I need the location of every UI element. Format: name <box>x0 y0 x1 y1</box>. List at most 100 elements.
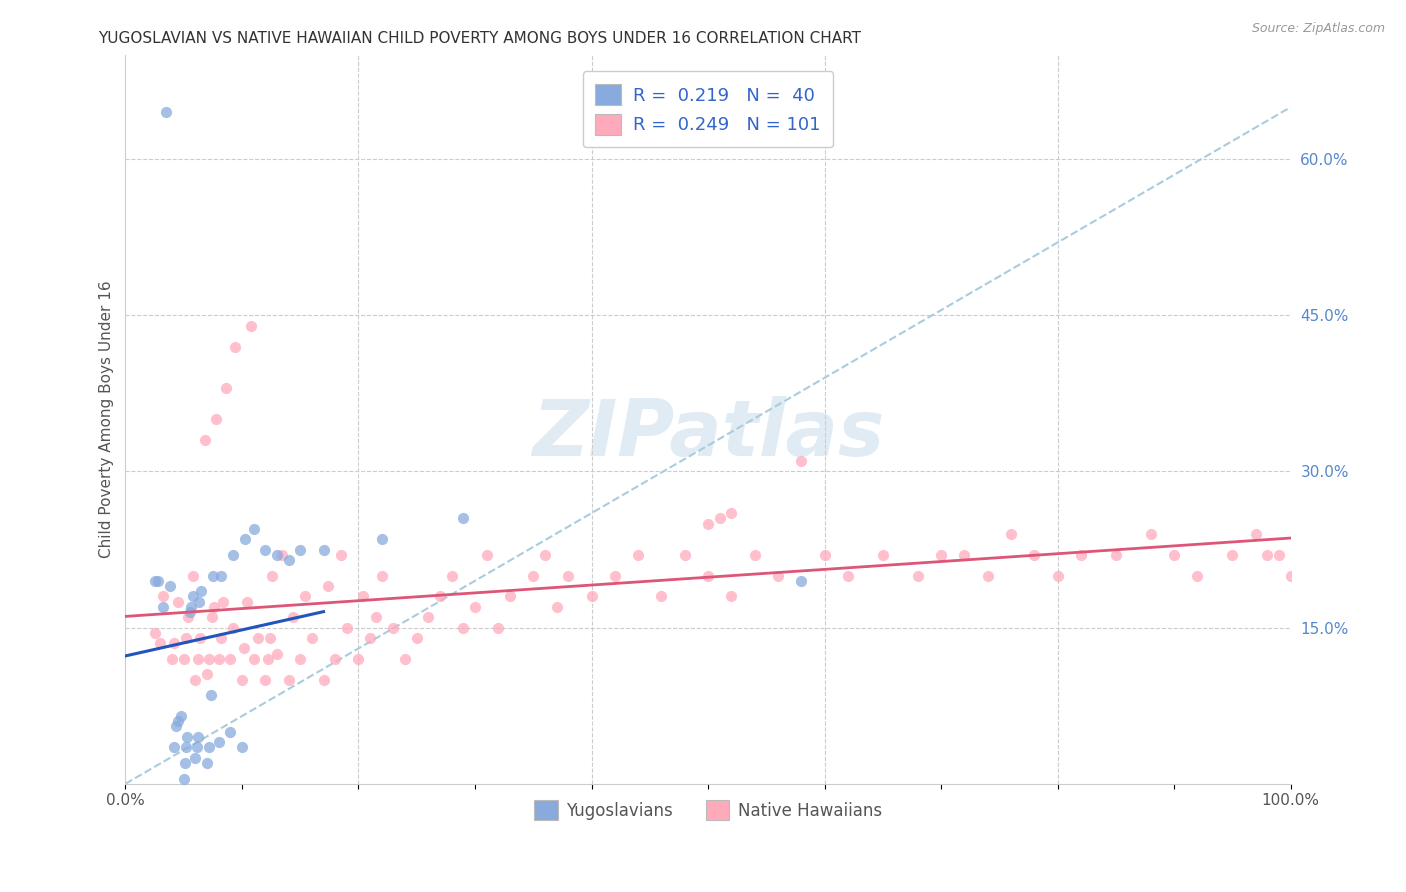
Point <box>270 548 292 562</box>
Point <box>371 532 394 546</box>
Point <box>557 568 579 582</box>
Point <box>219 652 242 666</box>
Point <box>177 610 200 624</box>
Point <box>202 599 225 614</box>
Point <box>720 590 742 604</box>
Point <box>627 548 650 562</box>
Point <box>697 568 720 582</box>
Point <box>184 750 207 764</box>
Point <box>174 740 197 755</box>
Point <box>1220 548 1243 562</box>
Point <box>194 434 217 448</box>
Point <box>1268 548 1291 562</box>
Legend: Yugoslavians, Native Hawaiians: Yugoslavians, Native Hawaiians <box>527 794 889 826</box>
Point <box>209 631 232 645</box>
Point <box>709 511 731 525</box>
Point <box>155 105 177 120</box>
Point <box>405 631 427 645</box>
Point <box>359 631 381 645</box>
Point <box>221 621 243 635</box>
Point <box>1256 548 1278 562</box>
Point <box>240 318 263 333</box>
Point <box>929 548 952 562</box>
Point <box>603 568 626 582</box>
Point <box>195 667 218 681</box>
Point <box>184 673 207 687</box>
Point <box>242 652 264 666</box>
Point <box>1070 548 1092 562</box>
Point <box>1105 548 1128 562</box>
Point <box>208 652 231 666</box>
Point <box>167 714 190 729</box>
Point <box>720 506 742 520</box>
Point <box>1000 527 1022 541</box>
Point <box>159 579 181 593</box>
Text: ZIPatlas: ZIPatlas <box>531 396 884 472</box>
Point <box>453 511 475 525</box>
Point <box>201 568 224 582</box>
Point <box>312 542 335 557</box>
Point <box>174 631 197 645</box>
Point <box>907 568 929 582</box>
Point <box>262 568 284 582</box>
Point <box>301 631 323 645</box>
Point <box>581 590 603 604</box>
Point <box>277 673 299 687</box>
Point <box>247 631 270 645</box>
Point <box>744 548 766 562</box>
Point <box>316 579 339 593</box>
Point <box>453 621 475 635</box>
Point <box>254 673 277 687</box>
Point <box>163 740 186 755</box>
Point <box>440 568 463 582</box>
Point <box>283 610 305 624</box>
Point <box>976 568 998 582</box>
Point <box>219 724 242 739</box>
Point <box>1163 548 1185 562</box>
Point <box>173 772 195 786</box>
Point <box>266 647 288 661</box>
Point <box>212 594 235 608</box>
Text: YUGOSLAVIAN VS NATIVE HAWAIIAN CHILD POVERTY AMONG BOYS UNDER 16 CORRELATION CHA: YUGOSLAVIAN VS NATIVE HAWAIIAN CHILD POV… <box>98 31 862 46</box>
Point <box>394 652 416 666</box>
Point <box>475 548 498 562</box>
Point <box>187 652 209 666</box>
Point <box>143 574 166 588</box>
Point <box>673 548 696 562</box>
Point <box>180 599 202 614</box>
Point <box>170 709 193 723</box>
Text: Source: ZipAtlas.com: Source: ZipAtlas.com <box>1251 22 1385 36</box>
Point <box>371 568 394 582</box>
Point <box>208 735 231 749</box>
Point <box>1244 527 1267 541</box>
Point <box>382 621 405 635</box>
Point <box>330 548 353 562</box>
Point <box>290 542 312 557</box>
Point <box>1279 568 1302 582</box>
Point <box>277 553 299 567</box>
Point <box>546 599 568 614</box>
Point <box>522 568 544 582</box>
Point <box>209 568 232 582</box>
Point <box>486 621 509 635</box>
Point <box>534 548 557 562</box>
Point <box>187 594 209 608</box>
Point <box>872 548 894 562</box>
Point <box>160 652 183 666</box>
Point <box>697 516 720 531</box>
Point <box>364 610 387 624</box>
Point <box>205 412 228 426</box>
Point <box>181 590 204 604</box>
Point <box>179 605 201 619</box>
Point <box>312 673 335 687</box>
Point <box>165 719 187 733</box>
Point <box>766 568 789 582</box>
Point <box>143 625 166 640</box>
Point <box>1139 527 1161 541</box>
Point <box>152 599 174 614</box>
Point <box>233 641 256 656</box>
Point <box>235 594 257 608</box>
Point <box>347 652 370 666</box>
Point <box>152 590 174 604</box>
Point <box>294 590 316 604</box>
